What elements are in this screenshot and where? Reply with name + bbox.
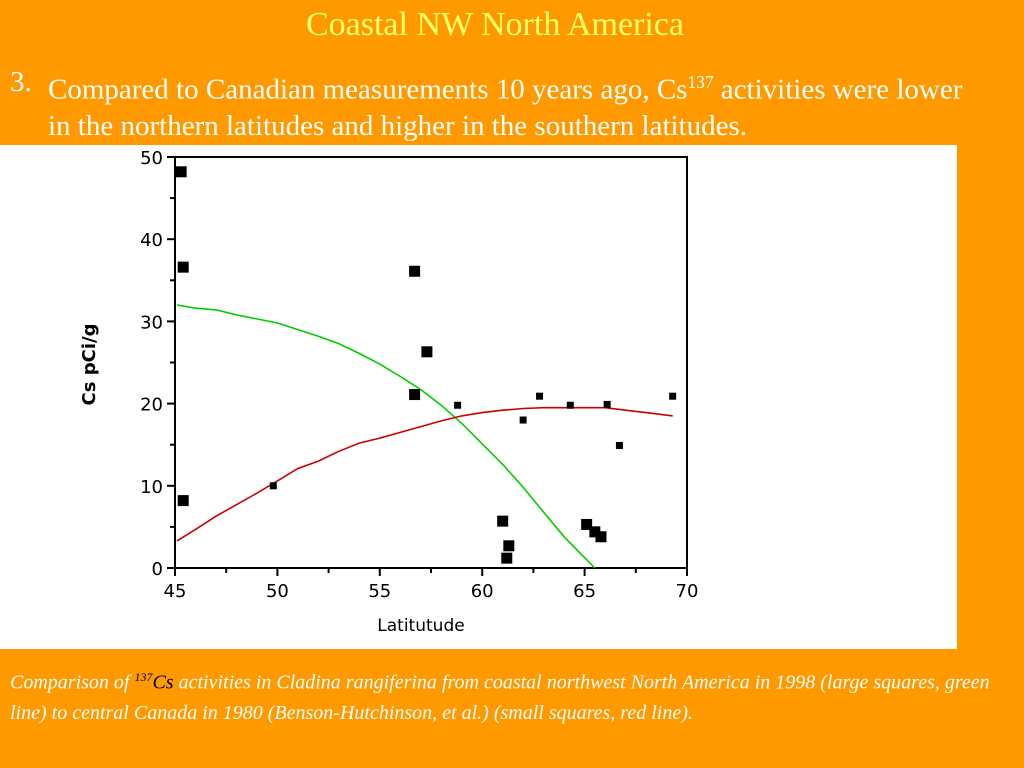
slide-title: Coastal NW North America — [305, 6, 684, 43]
caption-cs: Cs — [152, 671, 174, 694]
x-tick-label: 55 — [368, 581, 391, 602]
y-axis-label: Cs pCi/g — [79, 324, 100, 406]
y-tick-label: 20 — [140, 395, 163, 416]
coastal-data-point — [501, 552, 513, 564]
coastal-data-point — [177, 261, 189, 273]
bullet-text: Compared to Canadian measurements 10 yea… — [48, 64, 985, 142]
bullet-text-after: activities were lower in the northern la… — [48, 73, 963, 142]
y-tick-label: 50 — [140, 148, 163, 169]
chart-panel: 45 50 55 60 65 70 0 10 20 30 40 50 Latitutude Cs pCi/… — [0, 145, 957, 649]
coastal-data-point — [409, 265, 421, 277]
chart-points — [175, 166, 677, 564]
canada-data-point — [669, 392, 677, 400]
canada-data-point — [519, 416, 527, 424]
coastal-data-point — [497, 515, 509, 527]
chart-axes — [174, 156, 688, 569]
canada-data-point — [536, 392, 544, 400]
canada-data-point — [454, 401, 462, 409]
bullet-point: 3. Compared to Canadian measurements 10 … — [10, 64, 985, 142]
coastal-data-point — [409, 389, 421, 401]
y-tick-label: 30 — [140, 312, 163, 333]
canada-fit-line — [176, 406, 673, 542]
bullet-text-before: Compared to Canadian measurements 10 yea… — [48, 73, 688, 106]
figure-caption: Comparison of 137Cs activities in Cladin… — [10, 662, 1005, 728]
plot-frame — [174, 156, 688, 569]
coastal-data-point — [503, 540, 515, 552]
caption-superscript: 137 — [134, 670, 153, 684]
canada-data-point — [615, 442, 623, 450]
bullet-number: 3. — [10, 66, 32, 98]
coastal-data-point — [595, 531, 607, 543]
coastal-data-point — [589, 526, 601, 538]
chart-fit-lines — [176, 304, 673, 569]
y-tick-label: 40 — [140, 230, 163, 251]
x-tick-label: 70 — [676, 581, 699, 602]
chart-labels: 45 50 55 60 65 70 0 10 20 30 40 50 Latitutude Cs pCi/… — [79, 148, 698, 636]
canada-data-point — [566, 401, 574, 409]
x-tick-label: 45 — [164, 581, 187, 602]
chart-ticks — [167, 156, 688, 576]
x-tick-label: 50 — [266, 581, 289, 602]
canada-data-point — [269, 482, 277, 490]
y-tick-label: 10 — [140, 477, 163, 498]
coastal-data-point — [421, 346, 433, 358]
scatter-chart: 45 50 55 60 65 70 0 10 20 30 40 50 Latitutude Cs pCi/… — [79, 148, 698, 636]
x-tick-label: 60 — [471, 581, 494, 602]
canada-data-point — [603, 400, 611, 408]
bullet-superscript: 137 — [687, 72, 714, 92]
coastal-data-point — [175, 166, 187, 178]
coastal-fit-line — [176, 304, 596, 569]
coastal-data-point — [581, 518, 593, 530]
x-axis-label: Latitutude — [377, 616, 464, 636]
coastal-data-point — [177, 495, 189, 507]
x-tick-label: 65 — [573, 581, 596, 602]
caption-text-before: Comparison of — [10, 671, 135, 694]
y-tick-label: 0 — [152, 559, 163, 580]
caption-text-after: activities in Cladina rangiferina from c… — [10, 671, 990, 724]
